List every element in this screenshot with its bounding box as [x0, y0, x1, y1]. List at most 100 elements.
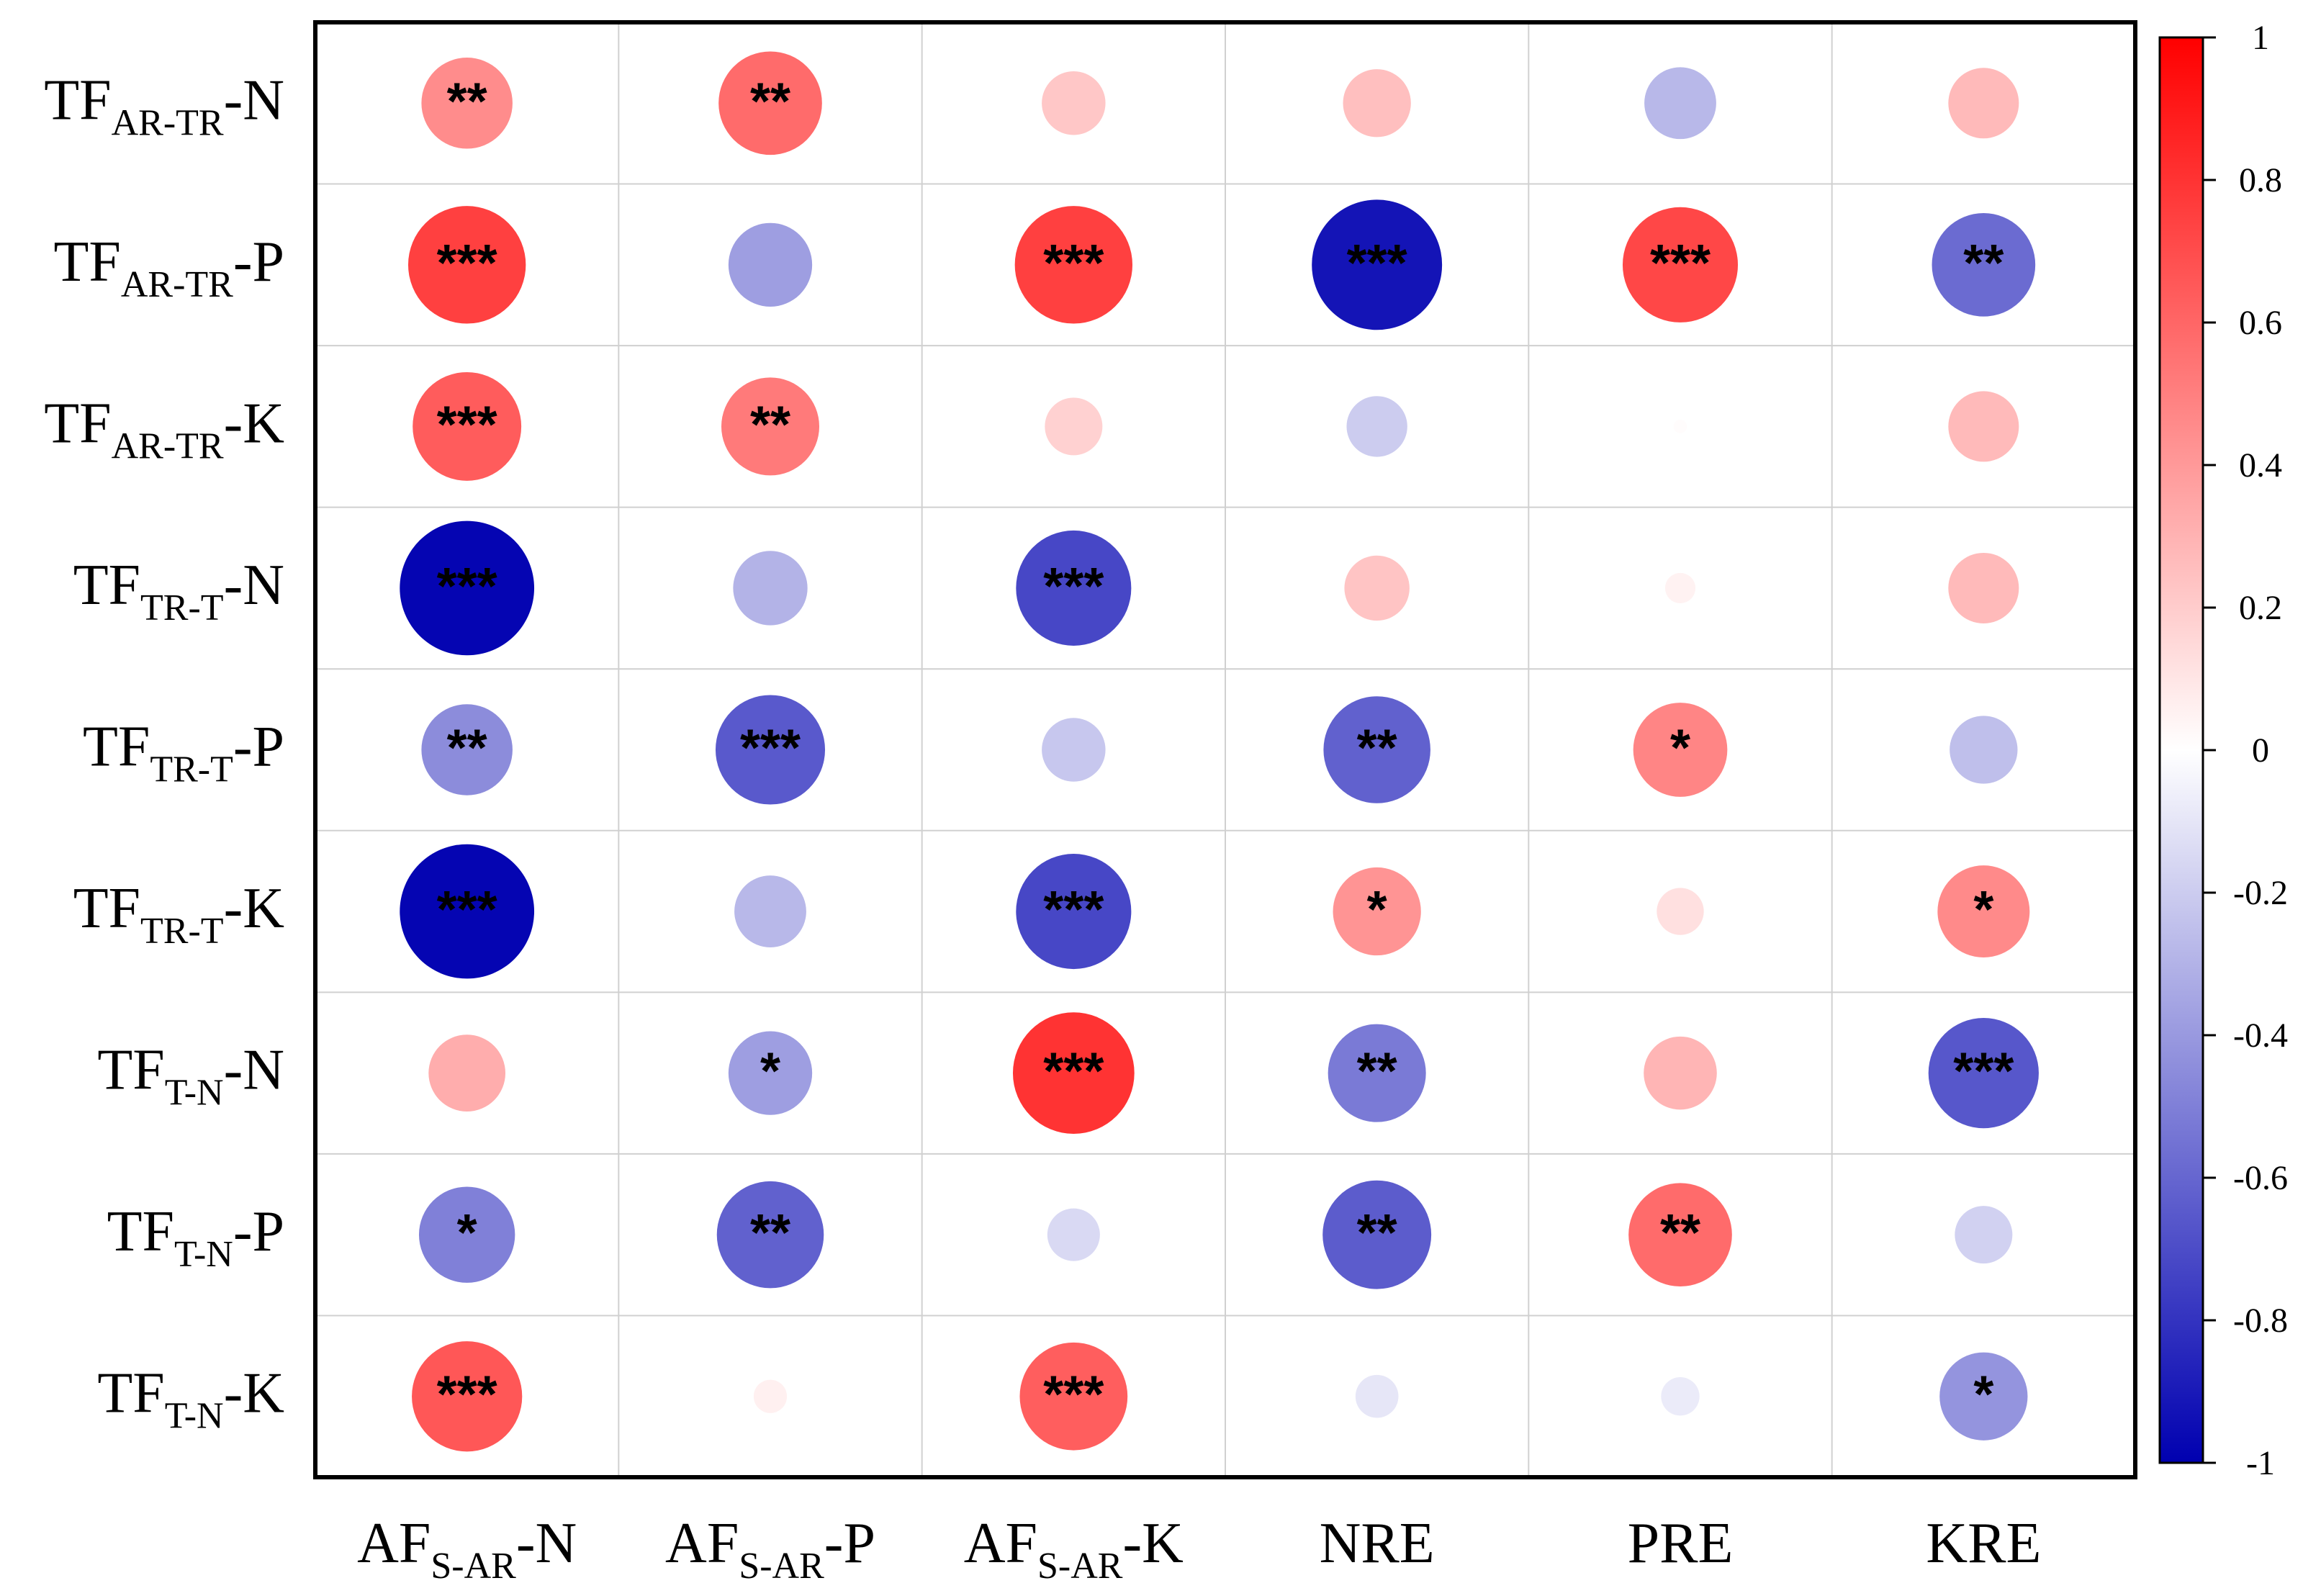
colorbar-tick-label: 0.2	[2239, 589, 2282, 627]
colorbar-tick-label: -0.8	[2233, 1302, 2288, 1340]
bubble-r0-c5	[1948, 68, 2019, 139]
bubble-r3-c3	[1344, 555, 1410, 621]
row-label-7: TFT-N-P	[107, 1200, 284, 1275]
significance-mark: ***	[437, 881, 497, 939]
significance-mark: **	[750, 396, 790, 454]
bubble-r4-c4	[1633, 703, 1728, 797]
column-label-4: PRE	[1628, 1512, 1734, 1575]
bubble-r5-c1	[734, 875, 806, 947]
bubble-r2-c4	[1673, 419, 1687, 433]
bubble-r6-c1	[728, 1031, 813, 1115]
bubble-r5-c5	[1937, 865, 2030, 958]
bubble-r7-c4	[1628, 1183, 1732, 1286]
significance-mark: *	[457, 1204, 477, 1262]
bubble-r6-c2	[1012, 1012, 1135, 1134]
grid-lines	[315, 22, 2135, 1477]
bubble-r6-c3	[1328, 1024, 1426, 1122]
bubble-r3-c2	[1016, 530, 1132, 646]
row-label-6: TFT-N-N	[97, 1039, 284, 1114]
bubble-r7-c0	[418, 1186, 515, 1283]
bubble-r6-c4	[1644, 1036, 1717, 1110]
bubble-r1-c1	[728, 222, 813, 307]
bubble-r0-c4	[1644, 67, 1716, 140]
row-label-4: TFTR-T-P	[83, 716, 284, 790]
significance-mark: **	[447, 720, 487, 777]
bubble-r3-c5	[1948, 552, 2019, 623]
bubble-r5-c0	[400, 844, 535, 979]
column-labels: AFS-AR-N AFS-AR-P AFS-AR-K NRE PRE KRE	[357, 1512, 2041, 1587]
bubble-r1-c3	[1312, 199, 1443, 330]
significance-mark: *	[1973, 881, 1993, 939]
significance-mark: **	[750, 73, 790, 130]
significance-mark: **	[447, 73, 487, 130]
significance-mark: *	[760, 1043, 780, 1101]
bubble-r5-c3	[1333, 867, 1421, 956]
significance-mark: ***	[1043, 1043, 1104, 1101]
significance-mark: ***	[1347, 235, 1407, 292]
significance-mark: ***	[1953, 1043, 2014, 1101]
bubble-r7-c2	[1047, 1208, 1100, 1261]
significance-mark: ***	[437, 1366, 497, 1424]
bubble-r1-c4	[1622, 207, 1739, 323]
bubble-r1-c5	[1932, 213, 2036, 317]
colorbar-tick-label: -1	[2246, 1444, 2275, 1482]
significance-mark: *	[1367, 881, 1387, 939]
bubble-r2-c1	[721, 377, 820, 476]
bubble-r4-c1	[715, 695, 826, 805]
colorbar-tick-label: 0.8	[2239, 161, 2282, 199]
significance-mark: ***	[1043, 881, 1104, 939]
column-label-3: NRE	[1320, 1512, 1435, 1575]
row-labels: TFAR-TR-N TFAR-TR-P TFAR-TR-K TFTR-T-N TFTR-…	[44, 68, 284, 1436]
column-label-0: AFS-AR-N	[357, 1512, 577, 1587]
significance-mark: **	[1357, 1204, 1397, 1262]
column-label-2: AFS-AR-K	[964, 1512, 1184, 1587]
colorbar-tick-label: 0.6	[2239, 304, 2282, 342]
significance-marks: ** ***** *** *** *** ***** ***** ***** *** ** ****…	[437, 73, 2014, 1423]
significance-mark: **	[1357, 1043, 1397, 1101]
bubble-r7-c3	[1322, 1180, 1432, 1289]
significance-mark: **	[1963, 235, 2004, 292]
significance-mark: **	[750, 1204, 790, 1262]
bubble-r5-c2	[1016, 854, 1132, 970]
bubble-r5-c4	[1657, 888, 1704, 935]
colorbar-tick-label: -0.6	[2233, 1159, 2288, 1197]
column-label-1: AFS-AR-P	[665, 1512, 875, 1587]
colorbar-gradient	[2158, 36, 2204, 1464]
row-label-5: TFTR-T-K	[73, 877, 284, 952]
bubble-r2-c5	[1948, 391, 2019, 462]
colorbar-tick-label: -0.4	[2233, 1016, 2288, 1055]
row-label-2: TFAR-TR-K	[44, 392, 284, 466]
bubble-r8-c4	[1661, 1377, 1700, 1416]
plot-frame	[313, 20, 2137, 1479]
bubble-r8-c0	[412, 1341, 523, 1452]
bubble-r1-c0	[407, 206, 526, 324]
bubble-r4-c2	[1042, 718, 1106, 782]
bubble-r2-c0	[413, 371, 522, 481]
significance-mark: ***	[437, 396, 497, 454]
colorbar-tick-label: 1	[2252, 19, 2269, 57]
bubble-r0-c2	[1042, 71, 1106, 135]
significance-mark: ***	[1650, 235, 1711, 292]
colorbar-tick-label: 0	[2252, 731, 2269, 770]
bubble-r8-c5	[1939, 1352, 2028, 1441]
significance-mark: ***	[1043, 558, 1104, 616]
bubble-r8-c3	[1355, 1374, 1399, 1418]
bubble-r7-c1	[716, 1181, 824, 1289]
significance-mark: **	[1357, 720, 1397, 777]
colorbar-tick-label: 0.4	[2239, 446, 2282, 484]
bubble-r7-c5	[1955, 1206, 2013, 1264]
bubble-r3-c0	[400, 520, 535, 656]
significance-mark: ***	[437, 235, 497, 292]
bubble-r1-c2	[1014, 206, 1133, 324]
significance-mark: ***	[1043, 235, 1104, 292]
significance-mark: ***	[1043, 1366, 1104, 1424]
colorbar: 1 0.8 0.6 0.4 0.2 0 -0.2 -0.4 -0.6 -0.8 -1	[2158, 19, 2288, 1482]
significance-mark: ***	[740, 720, 801, 777]
significance-mark: *	[1973, 1366, 1993, 1424]
row-label-3: TFTR-T-N	[73, 554, 284, 628]
significance-mark: ***	[437, 558, 497, 616]
significance-mark: *	[1670, 720, 1690, 777]
bubble-r4-c0	[421, 704, 513, 795]
bubble-r2-c2	[1045, 397, 1103, 456]
bubble-r2-c3	[1346, 396, 1407, 457]
